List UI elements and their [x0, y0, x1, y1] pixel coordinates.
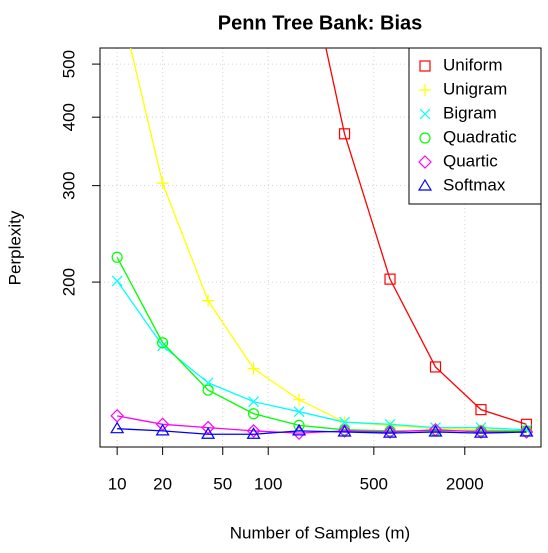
marker — [201, 427, 216, 439]
marker — [156, 177, 169, 190]
marker — [419, 132, 431, 144]
y-tick-label: 200 — [59, 268, 78, 296]
legend-label: Softmax — [443, 175, 506, 194]
series-line — [117, 428, 527, 435]
x-tick-label: 20 — [153, 474, 172, 493]
x-tick-label: 100 — [254, 474, 282, 493]
chart-title: Penn Tree Bank: Bias — [218, 12, 423, 34]
marker — [419, 108, 431, 120]
y-tick-label: 500 — [59, 50, 78, 78]
marker — [417, 178, 433, 191]
marker — [337, 424, 352, 437]
marker — [384, 273, 396, 285]
marker — [293, 393, 306, 406]
x-tick-label: 10 — [108, 474, 127, 493]
series-line — [116, 280, 527, 431]
marker — [383, 425, 397, 439]
marker — [110, 421, 125, 434]
marker — [246, 427, 261, 439]
marker — [157, 340, 169, 352]
marker — [473, 425, 489, 438]
legend-box — [408, 47, 542, 205]
marker — [248, 396, 260, 408]
y-axis-label: Perplexity — [5, 210, 24, 285]
marker — [293, 406, 305, 418]
series-line — [129, 48, 527, 432]
marker — [202, 294, 215, 307]
marker — [202, 384, 214, 396]
marker — [418, 155, 432, 169]
legend-label: Bigram — [443, 103, 497, 122]
plot-area — [110, 48, 534, 440]
x-tick-label: 500 — [360, 474, 388, 493]
marker — [429, 361, 442, 373]
marker — [428, 424, 443, 437]
legend-label: Quartic — [443, 151, 498, 170]
marker — [382, 425, 398, 438]
x-axis-label: Number of Samples (m) — [230, 523, 410, 542]
marker — [419, 84, 431, 96]
marker — [247, 408, 260, 420]
legend-label: Quadratic — [443, 127, 517, 146]
marker — [338, 128, 351, 140]
marker — [337, 424, 352, 438]
marker — [157, 337, 169, 349]
marker — [475, 404, 487, 416]
marker — [519, 424, 534, 437]
marker — [155, 423, 170, 436]
marker — [201, 420, 215, 435]
marker — [519, 425, 534, 439]
y-tick-label: 400 — [59, 103, 78, 131]
series-line — [325, 48, 527, 425]
marker — [419, 60, 431, 72]
legend-label: Uniform — [443, 55, 503, 74]
marker — [111, 251, 123, 263]
y-tick-label: 300 — [59, 171, 78, 199]
plot-frame — [99, 47, 542, 448]
marker — [292, 423, 307, 436]
x-tick-label: 50 — [213, 474, 232, 493]
marker — [474, 425, 488, 439]
marker — [111, 275, 123, 287]
marker — [246, 424, 261, 438]
legend-label: Unigram — [443, 79, 507, 98]
marker — [247, 362, 260, 375]
x-tick-label: 2000 — [446, 474, 484, 493]
